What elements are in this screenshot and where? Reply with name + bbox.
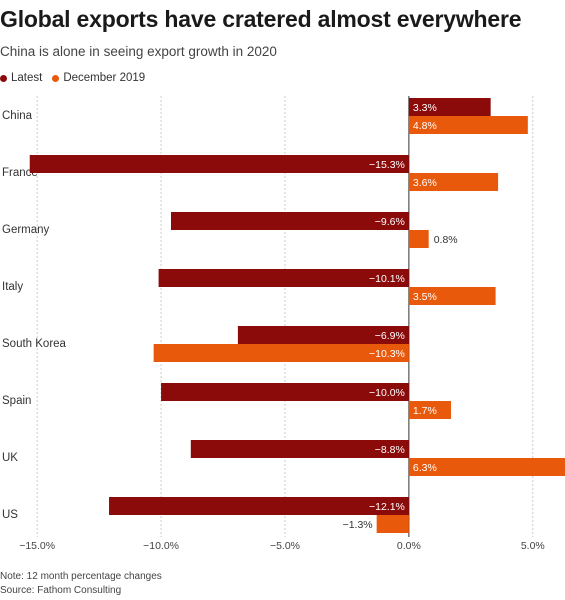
legend-swatch-december-2019 (52, 74, 60, 82)
data-label-latest-south-korea: −6.9% (375, 330, 405, 342)
chart-title: Global exports have cratered almost ever… (0, 6, 522, 32)
chart-source: Source: Fathom Consulting (0, 585, 122, 596)
x-tick-label: 0.0% (397, 540, 421, 552)
bar-latest-uk (190, 440, 409, 458)
data-label-latest-germany: −9.6% (375, 216, 405, 228)
category-label-italy: Italy (2, 281, 23, 293)
x-tick-label: 5.0% (521, 540, 545, 552)
bar-latest-south-korea (237, 326, 409, 344)
bar-latest-france (29, 155, 409, 173)
data-label-december-2019-france: 3.6% (413, 177, 437, 189)
data-label-latest-france: −15.3% (369, 159, 405, 171)
bar-december-2019-france (408, 173, 499, 191)
data-label-december-2019-uk: 6.3% (413, 462, 437, 474)
legend-label-december-2019: December 2019 (63, 72, 146, 84)
x-tick-label: −15.0% (19, 540, 55, 552)
bar-december-2019-south-korea (153, 344, 409, 362)
data-label-latest-uk: −8.8% (375, 444, 405, 456)
bar-latest-italy (158, 269, 409, 287)
category-label-germany: Germany (2, 224, 50, 236)
data-label-latest-italy: −10.1% (369, 273, 405, 285)
data-label-latest-us: −12.1% (369, 501, 405, 513)
bar-latest-spain (161, 383, 409, 401)
data-label-december-2019-us: −1.3% (343, 519, 373, 531)
data-label-latest-spain: −10.0% (369, 387, 405, 399)
data-label-december-2019-china: 4.8% (413, 120, 437, 132)
bar-latest-us (109, 497, 409, 515)
bar-december-2019-spain (408, 401, 452, 419)
bar-latest-china (408, 98, 491, 116)
legend: Latest December 2019 (0, 72, 155, 84)
x-tick-label: −5.0% (270, 540, 300, 552)
bar-december-2019-italy (408, 287, 496, 305)
category-label-us: US (2, 509, 18, 521)
category-label-france: France (2, 167, 38, 179)
bar-december-2019-us (376, 515, 409, 533)
category-label-uk: UK (2, 452, 18, 464)
legend-item-latest: Latest (0, 72, 42, 84)
bar-december-2019-germany (408, 230, 429, 248)
bar-latest-germany (170, 212, 409, 230)
category-label-spain: Spain (2, 395, 31, 407)
data-label-december-2019-germany: 0.8% (434, 234, 458, 246)
data-label-latest-china: 3.3% (413, 102, 437, 114)
data-label-december-2019-italy: 3.5% (413, 291, 437, 303)
bar-chart: China 3.3% 4.8% France −15.3% 3.6% Germany −9.6… (2, 96, 565, 552)
data-label-december-2019-south-korea: −10.3% (369, 348, 405, 360)
x-tick-label: −10.0% (143, 540, 179, 552)
category-label-south-korea: South Korea (2, 338, 67, 350)
legend-swatch-latest (0, 74, 7, 82)
category-label-china: China (2, 110, 33, 122)
legend-label-latest: Latest (11, 72, 43, 84)
data-label-december-2019-spain: 1.7% (413, 405, 437, 417)
legend-item-december-2019: December 2019 (52, 72, 145, 84)
chart-note: Note: 12 month percentage changes (0, 571, 162, 582)
bar-december-2019-uk (408, 458, 565, 476)
chart-subtitle: China is alone in seeing export growth i… (0, 44, 277, 59)
bar-december-2019-china (408, 116, 528, 134)
